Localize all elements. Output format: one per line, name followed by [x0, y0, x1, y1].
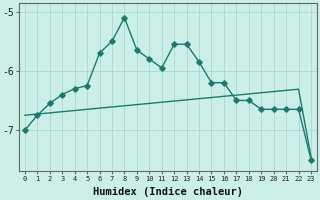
- X-axis label: Humidex (Indice chaleur): Humidex (Indice chaleur): [93, 187, 243, 197]
